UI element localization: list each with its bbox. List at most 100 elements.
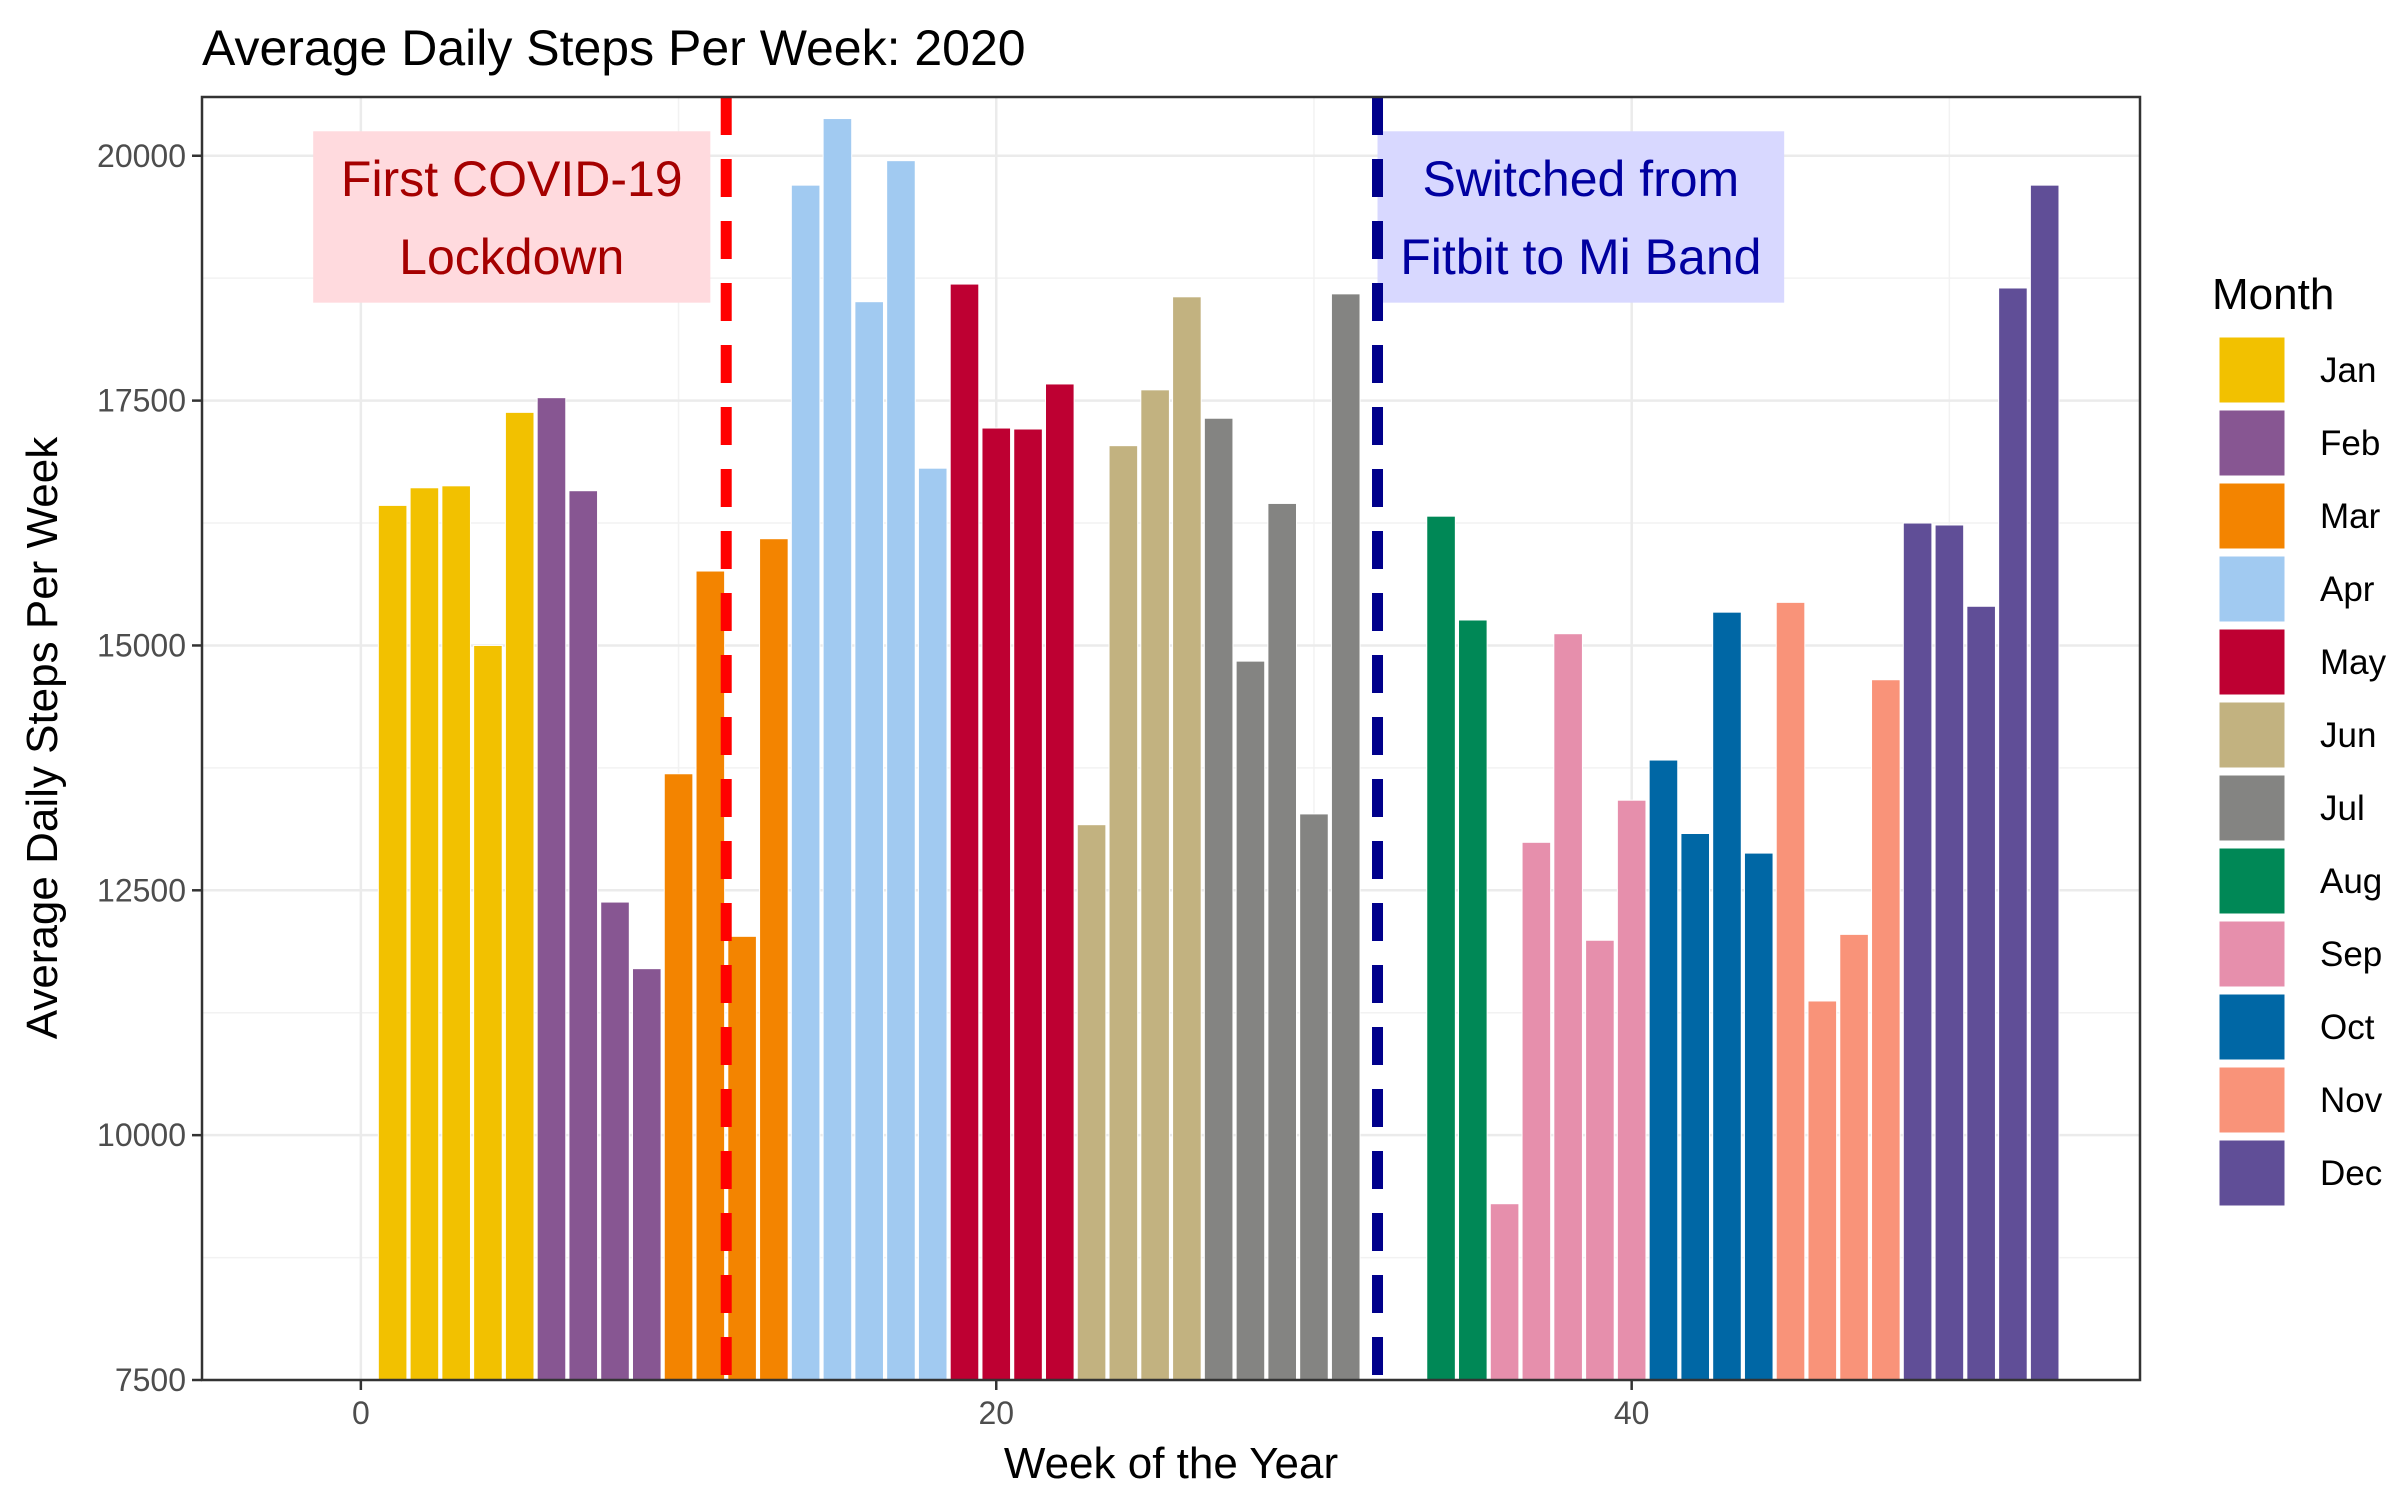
annotation-box-1 [313,131,711,303]
annotation-text-2-line-1: Switched from [1422,151,1739,207]
chart-title: Average Daily Steps Per Week: 2020 [202,20,1026,76]
bar-week-18 [917,467,948,1381]
legend-label-jun: Jun [2320,716,2376,755]
bar-week-13 [759,538,789,1381]
x-tick-label-0: 0 [352,1395,370,1431]
legend-swatch-dec [2218,1139,2286,1207]
legend-label-sep: Sep [2320,935,2382,974]
y-tick-label-12500: 12500 [97,872,186,908]
annotation-text-1-line-2: Lockdown [399,229,624,285]
bar-week-3 [441,485,471,1381]
bar-week-27 [1203,417,1234,1381]
y-axis-title: Average Daily Steps Per Week [18,436,67,1039]
legend-swatch-jan [2218,336,2286,404]
bar-week-4 [473,644,503,1381]
bar-week-48 [1871,679,1901,1381]
y-axis: 7500 10000 12500 15000 17500 20000 [97,138,202,1398]
legend-label-mar: Mar [2320,497,2381,536]
bar-week-30 [1299,813,1329,1381]
legend-swatch-aug [2218,847,2286,915]
annotation-box-2 [1377,131,1785,303]
bar-week-46 [1807,1000,1838,1381]
reference-lines [720,97,1384,1380]
legend-label-feb: Feb [2320,424,2380,463]
bar-week-39 [1585,939,1615,1381]
bar-week-31 [1330,293,1361,1381]
legend-swatch-sep [2218,920,2286,988]
legend-swatch-oct [2218,993,2286,1061]
bar-week-6 [536,397,567,1381]
bar-week-21 [1013,428,1043,1381]
bar-week-20 [981,427,1012,1381]
x-tick-label-20: 20 [978,1395,1014,1431]
y-tick-label-20000: 20000 [97,138,186,174]
annotation-text-2-line-2: Fitbit to Mi Band [1400,229,1761,285]
bar-week-38 [1553,633,1583,1381]
x-tick-label-40: 40 [1614,1395,1650,1431]
bar-week-42 [1680,833,1711,1381]
legend-swatch-nov [2218,1066,2286,1134]
bar-week-50 [1934,524,1965,1381]
legend: Month Jan Feb Mar Apr May Jun Jul Aug Sep Oct Nov D… [2212,270,2387,1207]
bar-week-12 [727,935,757,1381]
legend-swatch-jun [2218,701,2286,769]
bar-week-37 [1521,841,1552,1381]
y-tick-label-17500: 17500 [97,383,186,419]
annotation-layer: First COVID-19 Lockdown Switched from Fitbi… [313,131,1785,303]
legend-label-aug: Aug [2320,862,2382,901]
y-tick-label-10000: 10000 [97,1117,186,1153]
bars-layer [377,118,2060,1381]
x-axis: 0 20 40 [352,1380,1650,1431]
bar-week-25 [1140,389,1170,1381]
legend-swatch-feb [2218,409,2286,477]
bar-week-34 [1426,515,1456,1381]
legend-label-may: May [2320,643,2387,682]
annotation-text-1-line-1: First COVID-19 [341,151,683,207]
bar-week-17 [886,160,916,1381]
bar-week-1 [377,504,408,1381]
bar-week-43 [1712,611,1742,1381]
bar-week-11 [695,570,726,1381]
bar-week-44 [1743,852,1774,1381]
legend-swatch-jul [2218,774,2286,842]
legend-label-apr: Apr [2320,570,2375,609]
legend-title: Month [2212,270,2334,319]
bar-week-7 [568,490,599,1381]
bar-week-9 [631,968,662,1381]
bar-week-41 [1648,759,1679,1381]
legend-swatch-apr [2218,555,2286,623]
bar-week-19 [949,283,980,1381]
bar-week-22 [1045,383,1075,1381]
legend-swatch-mar [2218,482,2286,550]
bar-week-10 [663,773,694,1381]
bar-week-16 [854,301,884,1381]
bar-week-14 [790,184,821,1381]
bar-week-24 [1108,445,1139,1381]
bar-week-29 [1267,502,1297,1381]
bar-week-47 [1839,933,1869,1381]
bar-week-49 [1902,522,1933,1381]
bar-week-28 [1235,660,1266,1381]
plot-border [200,95,2142,1382]
bar-week-8 [600,901,630,1381]
legend-label-dec: Dec [2320,1154,2382,1193]
legend-swatch-may [2218,628,2286,696]
y-tick-label-7500: 7500 [115,1362,186,1398]
bar-week-23 [1076,824,1107,1381]
bar-week-15 [822,118,853,1381]
bar-week-36 [1489,1203,1520,1381]
legend-label-oct: Oct [2320,1008,2375,1047]
y-tick-label-15000: 15000 [97,627,186,663]
bar-week-53 [2029,184,2060,1381]
bar-week-35 [1458,619,1488,1381]
x-axis-title: Week of the Year [1004,1439,1338,1488]
bar-week-40 [1616,799,1647,1381]
legend-label-jan: Jan [2320,351,2376,390]
bar-week-2 [409,487,440,1381]
bar-week-5 [504,411,535,1381]
bar-week-51 [1966,605,1996,1381]
bar-week-45 [1775,601,1806,1381]
legend-label-jul: Jul [2320,789,2365,828]
bar-week-26 [1172,296,1202,1381]
